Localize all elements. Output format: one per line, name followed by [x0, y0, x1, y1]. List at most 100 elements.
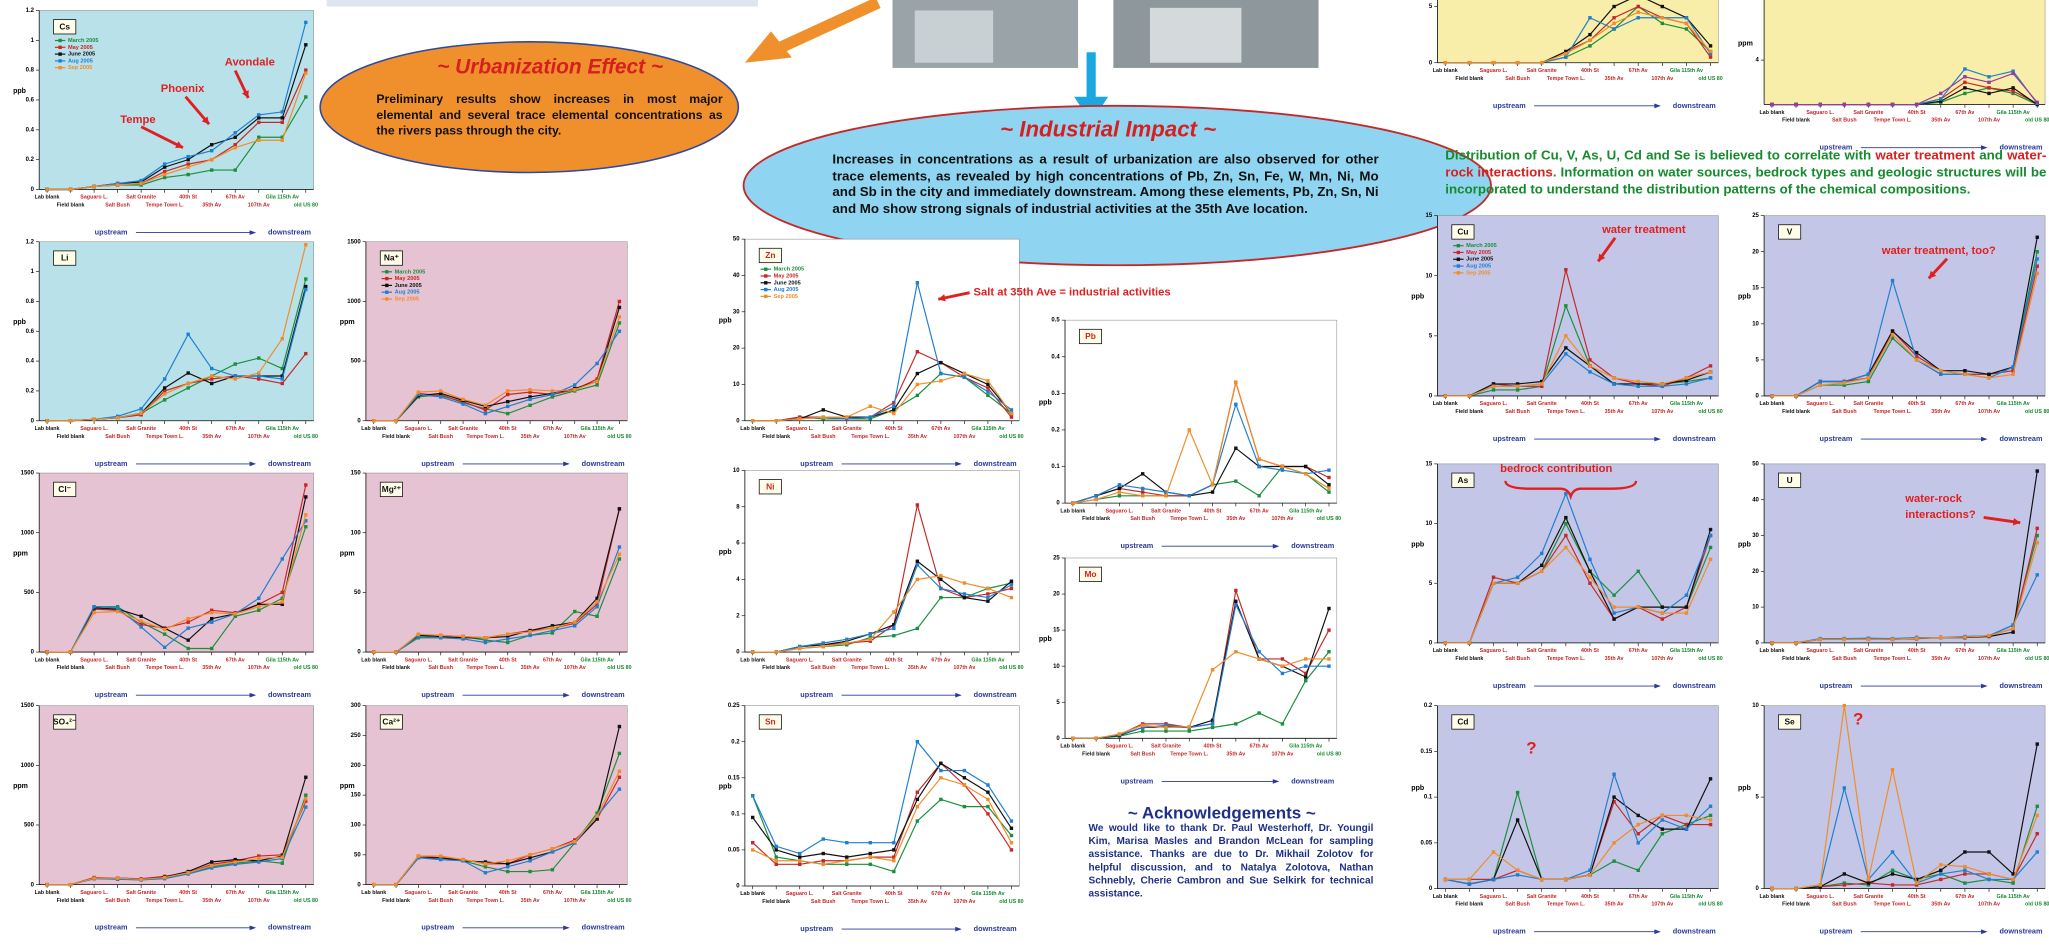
legend-label: May 2005	[1466, 250, 1491, 256]
x-tick-label: Salt Granite	[448, 657, 478, 663]
x-tick-label: 40th St	[1908, 110, 1926, 116]
x-tick-label: 35th Av	[1605, 76, 1624, 82]
data-point	[68, 882, 73, 887]
data-point	[1708, 527, 1713, 532]
data-point	[1280, 664, 1285, 668]
data-point	[1708, 52, 1713, 56]
legend-marker	[764, 294, 768, 299]
x-tick-label: 67th Av	[543, 890, 562, 896]
x-tick-label: 35th Av	[202, 898, 221, 904]
x-tick-label: Tempe Town L.	[466, 434, 505, 440]
data-point	[1327, 483, 1331, 487]
data-point	[750, 419, 755, 423]
y-tick-label: 0.2	[26, 389, 35, 395]
x-tick-label: Field blank	[1082, 751, 1110, 757]
x-tick-label: 107th Av	[953, 665, 975, 671]
chart-panel: 0 5 10 15 ppb Lab blank Field blank Saguaro L. S…	[1411, 213, 1722, 443]
data-point	[550, 395, 555, 399]
data-point	[186, 371, 190, 375]
data-point	[1987, 634, 1991, 638]
data-point	[1987, 376, 1991, 380]
x-tick-label: Salt Granite	[1527, 894, 1557, 900]
data-point	[1890, 868, 1895, 872]
x-tick-label: 35th Av	[1605, 902, 1624, 908]
x-tick-label: 40th St	[179, 657, 197, 663]
data-point	[483, 408, 488, 412]
data-point	[1660, 384, 1665, 389]
data-point	[939, 379, 943, 383]
data-point	[506, 632, 510, 636]
series-line	[47, 798, 307, 886]
series-line	[1072, 447, 1330, 504]
data-point	[1818, 885, 1822, 889]
data-point	[1939, 91, 1943, 96]
data-point	[1612, 772, 1616, 776]
data-point	[1210, 483, 1215, 487]
data-point	[1588, 32, 1592, 37]
x-tick-label: 35th Av	[908, 899, 927, 905]
data-point	[1866, 372, 1871, 377]
data-point	[1280, 722, 1285, 726]
data-point	[1963, 91, 1967, 96]
x-tick-label: 107th Av	[1978, 656, 2000, 662]
data-point	[595, 361, 599, 366]
data-point	[483, 871, 488, 875]
y-tick-label: 300	[351, 703, 362, 709]
data-point	[986, 586, 990, 591]
data-point	[868, 851, 873, 856]
data-point	[304, 243, 308, 247]
data-point	[304, 43, 308, 47]
y-tick-label: 5	[1429, 581, 1433, 587]
data-point	[139, 622, 143, 627]
y-axis-label: ppb	[13, 319, 27, 326]
data-point	[915, 577, 920, 582]
data-point	[186, 154, 190, 159]
acknowledgements-title: ~ Acknowledgements ~	[1128, 804, 1316, 823]
x-tick-label: Salt Granite	[1527, 648, 1557, 654]
data-point	[210, 608, 214, 612]
series-line	[1072, 651, 1330, 739]
data-point	[1794, 886, 1798, 891]
y-tick-label: 1.2	[26, 239, 35, 245]
data-point	[915, 790, 920, 794]
data-point	[1708, 376, 1713, 380]
data-point	[1770, 394, 1774, 398]
data-point	[821, 643, 825, 647]
data-point	[1818, 637, 1822, 642]
x-tick-label: 67th Av	[226, 426, 245, 432]
y-tick-label: 0.1	[731, 811, 740, 817]
data-point	[1141, 723, 1145, 728]
data-point	[1987, 91, 1991, 96]
y-tick-label: 15	[1426, 213, 1433, 219]
data-point	[304, 799, 308, 803]
y-tick-label: 50	[733, 237, 740, 243]
data-point	[139, 181, 143, 186]
x-tick-label: Gila 115th Av	[580, 890, 613, 896]
x-tick-label: Salt Bush	[105, 434, 130, 440]
data-point	[1009, 848, 1014, 852]
data-point	[210, 616, 214, 621]
data-point	[483, 411, 488, 416]
data-point	[1708, 818, 1713, 822]
data-point	[774, 859, 778, 863]
data-point	[1564, 533, 1568, 538]
annotation-arrow-head	[1928, 270, 1937, 279]
x-tick-label: Lab blank	[35, 890, 60, 896]
data-point	[1612, 799, 1616, 804]
series-line	[1445, 534, 1712, 644]
x-tick-label: 107th Av	[953, 899, 975, 905]
data-point	[186, 638, 190, 642]
data-point	[1636, 4, 1640, 9]
flow-label: upstream	[1820, 927, 1853, 936]
y-tick-label: 1000	[21, 530, 35, 536]
x-tick-label: 35th Av	[521, 665, 540, 671]
x-tick-label: 67th Av	[543, 657, 562, 663]
data-point	[1612, 27, 1616, 31]
x-tick-label: 67th Av	[931, 657, 950, 663]
data-point	[1564, 877, 1568, 882]
data-point	[439, 389, 443, 393]
data-point	[115, 876, 120, 880]
data-point	[1588, 370, 1592, 374]
data-point	[68, 650, 73, 654]
data-point	[1515, 575, 1520, 579]
